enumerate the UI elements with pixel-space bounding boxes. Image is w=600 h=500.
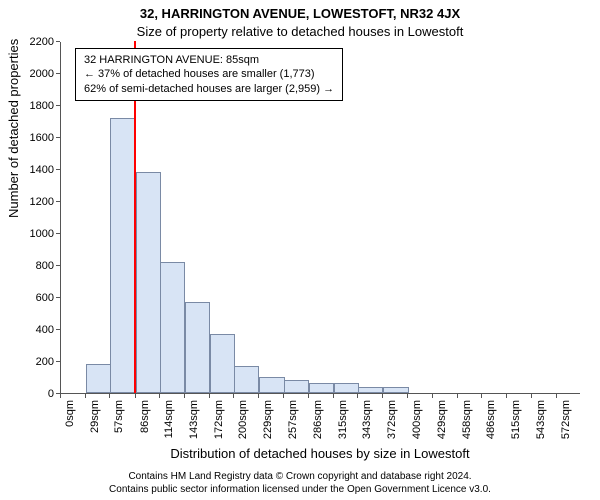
x-tick-label: 114sqm — [163, 400, 175, 438]
x-tick-label: 143sqm — [188, 400, 200, 439]
x-tick-label: 57sqm — [113, 400, 125, 433]
x-tick-mark — [457, 394, 458, 398]
x-tick-mark — [233, 394, 234, 398]
x-tick-mark — [333, 394, 334, 398]
y-tick-label: 1000 — [30, 228, 54, 240]
histogram-bar — [160, 262, 185, 393]
y-tick-label: 2200 — [30, 36, 54, 48]
y-tick-label: 600 — [36, 292, 54, 304]
x-tick-mark — [258, 394, 259, 398]
info-box: 32 HARRINGTON AVENUE: 85sqm← 37% of deta… — [75, 48, 343, 101]
page-title: 32, HARRINGTON AVENUE, LOWESTOFT, NR32 4… — [0, 6, 600, 21]
x-tick-mark — [556, 394, 557, 398]
histogram-bar — [185, 302, 210, 393]
histogram-bar — [136, 172, 161, 393]
x-tick-label: 486sqm — [485, 400, 497, 439]
x-tick-label: 543sqm — [535, 400, 547, 439]
x-tick-mark — [382, 394, 383, 398]
info-box-line: 62% of semi-detached houses are larger (… — [84, 82, 334, 96]
x-tick-label: 343sqm — [361, 400, 373, 439]
histogram-bar — [110, 118, 135, 393]
histogram-bar — [234, 366, 259, 393]
y-tick-label: 1200 — [30, 196, 54, 208]
y-tick-label: 200 — [36, 356, 54, 368]
y-tick-label: 400 — [36, 324, 54, 336]
x-tick-label: 515sqm — [510, 400, 522, 439]
x-tick-mark — [85, 394, 86, 398]
y-tick-label: 800 — [36, 260, 54, 272]
histogram-bar — [86, 364, 111, 393]
x-tick-label: 429sqm — [436, 400, 448, 439]
x-tick-mark — [60, 394, 61, 398]
x-tick-mark — [308, 394, 309, 398]
info-box-line: ← 37% of detached houses are smaller (1,… — [84, 67, 334, 81]
x-tick-mark — [506, 394, 507, 398]
x-tick-label: 200sqm — [237, 400, 249, 439]
histogram-bar — [309, 383, 334, 393]
y-tick-label: 0 — [48, 388, 54, 400]
x-tick-mark — [109, 394, 110, 398]
page-subtitle: Size of property relative to detached ho… — [0, 24, 600, 39]
histogram-bar — [358, 387, 383, 393]
x-tick-label: 458sqm — [461, 400, 473, 439]
histogram-bar — [259, 377, 284, 393]
x-tick-mark — [209, 394, 210, 398]
x-tick-label: 0sqm — [64, 400, 76, 427]
x-tick-label: 372sqm — [386, 400, 398, 439]
histogram-bar — [383, 387, 408, 393]
x-tick-label: 572sqm — [560, 400, 572, 439]
footer-line-2: Contains public sector information licen… — [0, 484, 600, 497]
y-tick-label: 1600 — [30, 132, 54, 144]
x-tick-mark — [531, 394, 532, 398]
chart-container: 32, HARRINGTON AVENUE, LOWESTOFT, NR32 4… — [0, 0, 600, 500]
x-tick-label: 286sqm — [312, 400, 324, 439]
x-tick-mark — [357, 394, 358, 398]
histogram-bar — [334, 383, 359, 393]
y-tick-label: 1400 — [30, 164, 54, 176]
y-tick-label: 2000 — [30, 68, 54, 80]
histogram-bar — [210, 334, 235, 393]
x-tick-mark — [407, 394, 408, 398]
x-tick-mark — [135, 394, 136, 398]
footer-line-1: Contains HM Land Registry data © Crown c… — [0, 471, 600, 484]
x-tick-label: 172sqm — [213, 400, 225, 439]
plot-area: 32 HARRINGTON AVENUE: 85sqm← 37% of deta… — [60, 42, 580, 394]
x-axis: Distribution of detached houses by size … — [60, 394, 580, 464]
x-tick-label: 229sqm — [262, 400, 274, 439]
x-tick-label: 86sqm — [139, 400, 151, 433]
x-tick-label: 400sqm — [411, 400, 423, 439]
info-box-line: 32 HARRINGTON AVENUE: 85sqm — [84, 53, 334, 67]
x-tick-label: 29sqm — [89, 400, 101, 433]
x-tick-mark — [184, 394, 185, 398]
histogram-bar — [284, 380, 309, 393]
x-axis-label: Distribution of detached houses by size … — [60, 446, 580, 461]
x-tick-mark — [481, 394, 482, 398]
footer-attribution: Contains HM Land Registry data © Crown c… — [0, 471, 600, 496]
x-tick-mark — [432, 394, 433, 398]
x-tick-mark — [159, 394, 160, 398]
x-tick-label: 257sqm — [287, 400, 299, 439]
y-tick-label: 1800 — [30, 100, 54, 112]
y-axis: 0200400600800100012001400160018002000220… — [0, 42, 60, 394]
x-tick-label: 315sqm — [337, 400, 349, 439]
x-tick-mark — [283, 394, 284, 398]
